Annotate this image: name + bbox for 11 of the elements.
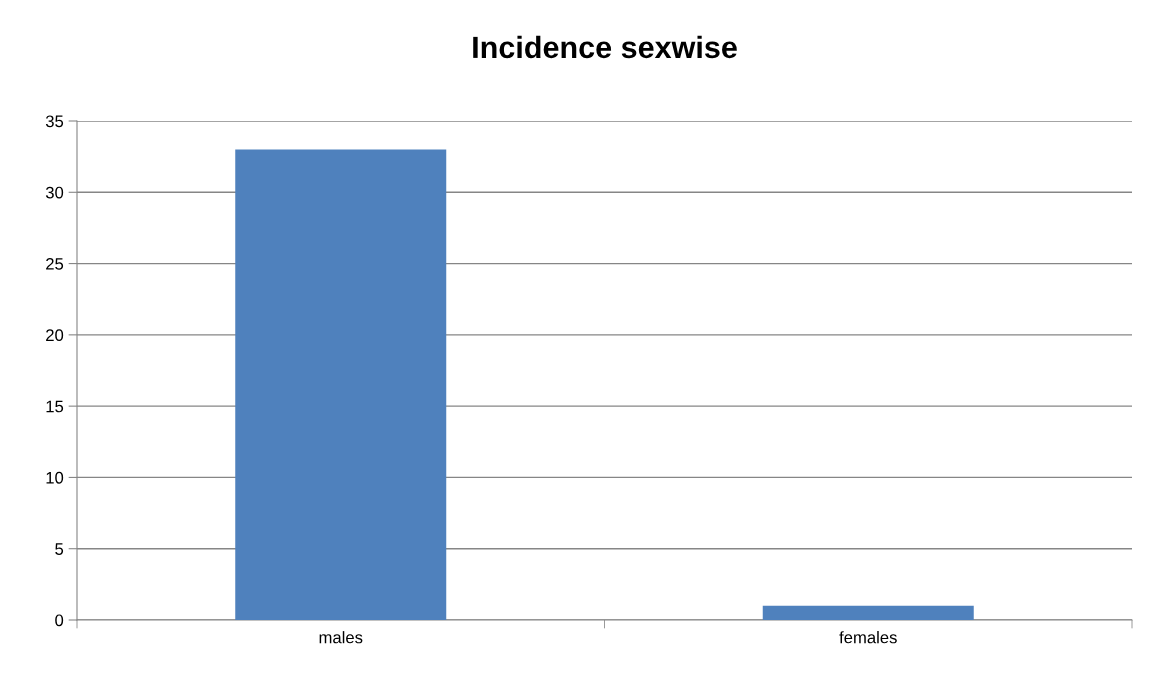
y-tick-label: 25 — [46, 257, 64, 270]
y-tick-label: 15 — [46, 400, 64, 413]
x-tick-label: females — [839, 631, 897, 644]
y-tick-label: 10 — [46, 471, 64, 484]
chart-title: Incidence sexwise — [473, 35, 737, 59]
y-tick-label: 5 — [55, 543, 64, 555]
y-tick-label: 20 — [46, 329, 64, 342]
y-tick-label: 0 — [55, 614, 64, 627]
y-tick-label: 35 — [45, 115, 64, 128]
y-tick-label: 30 — [45, 186, 64, 199]
x-tick-label: males — [319, 631, 363, 644]
